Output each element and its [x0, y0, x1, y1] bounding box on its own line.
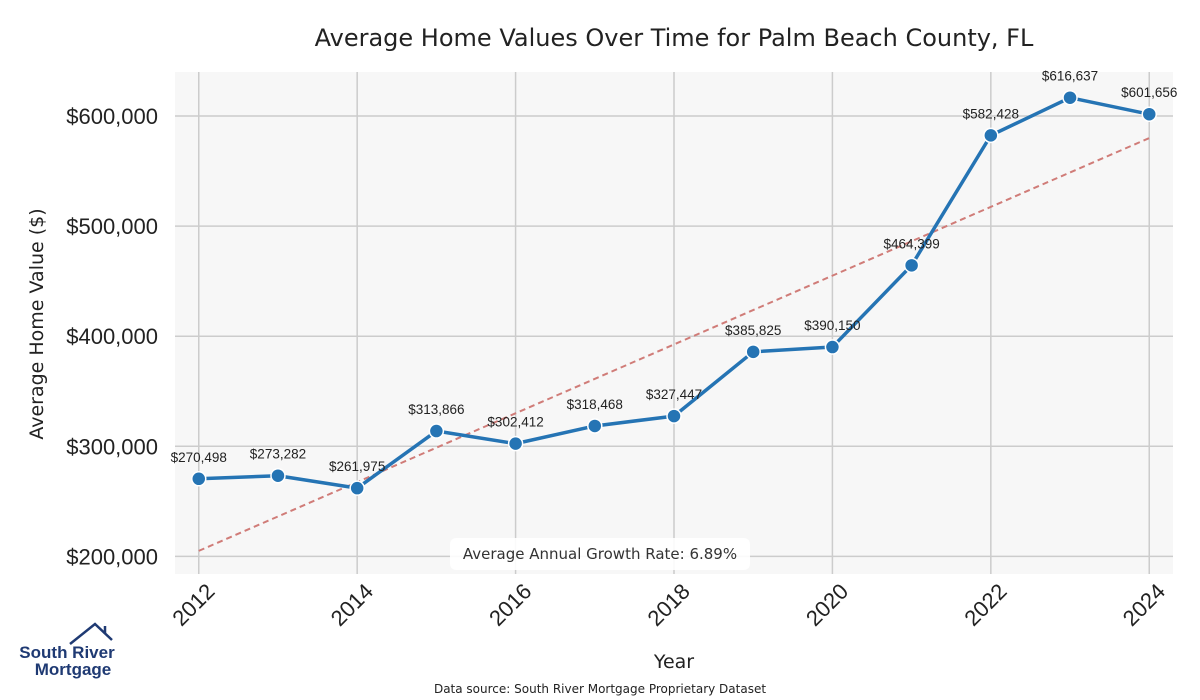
y-tick-label: $300,000: [66, 434, 158, 459]
data-point: [270, 467, 286, 484]
x-tick-label: 2020: [801, 579, 853, 631]
data-point: [587, 418, 603, 434]
x-tick-label: 2016: [484, 579, 536, 631]
y-axis-ticks: $200,000 $300,000 $400,000 $500,000 $600,000: [66, 104, 158, 569]
x-tick-label: 2014: [326, 579, 378, 631]
x-axis-label: Year: [653, 651, 694, 673]
data-label: $601,656: [1121, 85, 1177, 100]
growth-rate-annotation: Average Annual Growth Rate: 6.89%: [450, 538, 750, 570]
data-label: $273,282: [250, 447, 306, 462]
logo-line-2: Mortgage: [35, 660, 112, 679]
data-point: [666, 408, 682, 424]
x-tick-label: 2024: [1118, 579, 1170, 631]
grid-lines: [175, 72, 1173, 574]
data-point: [191, 471, 207, 487]
annotation-text: Average Annual Growth Rate: 6.89%: [463, 545, 737, 563]
annotation-box: [450, 538, 750, 570]
data-label: $464,399: [883, 236, 939, 251]
chart-title: Average Home Values Over Time for Palm B…: [315, 24, 1034, 52]
data-point: [903, 257, 920, 274]
x-tick-label: 2012: [167, 579, 219, 631]
data-label: $318,468: [567, 397, 623, 412]
x-tick-label: 2022: [959, 579, 1011, 631]
data-label: $302,412: [487, 415, 543, 430]
data-label: $327,447: [646, 387, 702, 402]
y-axis-label: Average Home Value ($): [26, 208, 48, 439]
y-tick-label: $500,000: [66, 214, 158, 239]
data-point: [349, 480, 365, 496]
data-point: [428, 423, 445, 439]
data-label: $270,498: [171, 450, 227, 465]
logo-line-1: South River: [19, 643, 115, 662]
data-point: [745, 344, 761, 360]
south-river-mortgage-logo: South River Mortgage: [19, 622, 115, 679]
data-source-note: Data source: South River Mortgage Propri…: [434, 682, 766, 696]
data-labels: $270,498 $273,282 $261,975 $313,866 $302,412…: [171, 69, 1178, 474]
data-point: [824, 339, 841, 355]
data-point: [983, 127, 999, 144]
x-tick-label: 2018: [643, 579, 695, 631]
data-point: [507, 435, 524, 452]
y-tick-label: $200,000: [66, 544, 158, 569]
data-point: [1062, 89, 1078, 106]
y-tick-label: $600,000: [66, 104, 158, 129]
house-roof-icon: [69, 622, 113, 645]
data-label: $313,866: [408, 402, 464, 417]
y-tick-label: $400,000: [66, 324, 158, 349]
data-label: $385,825: [725, 323, 781, 338]
data-label: $616,637: [1042, 69, 1098, 84]
data-points: [191, 89, 1157, 496]
data-label: $390,150: [804, 318, 860, 333]
x-axis-ticks: 2012 2014 2016 2018 2020 2022 2024: [167, 579, 1170, 631]
data-label: $582,428: [963, 106, 1019, 121]
data-label: $261,975: [329, 459, 385, 474]
data-point: [1141, 106, 1157, 122]
